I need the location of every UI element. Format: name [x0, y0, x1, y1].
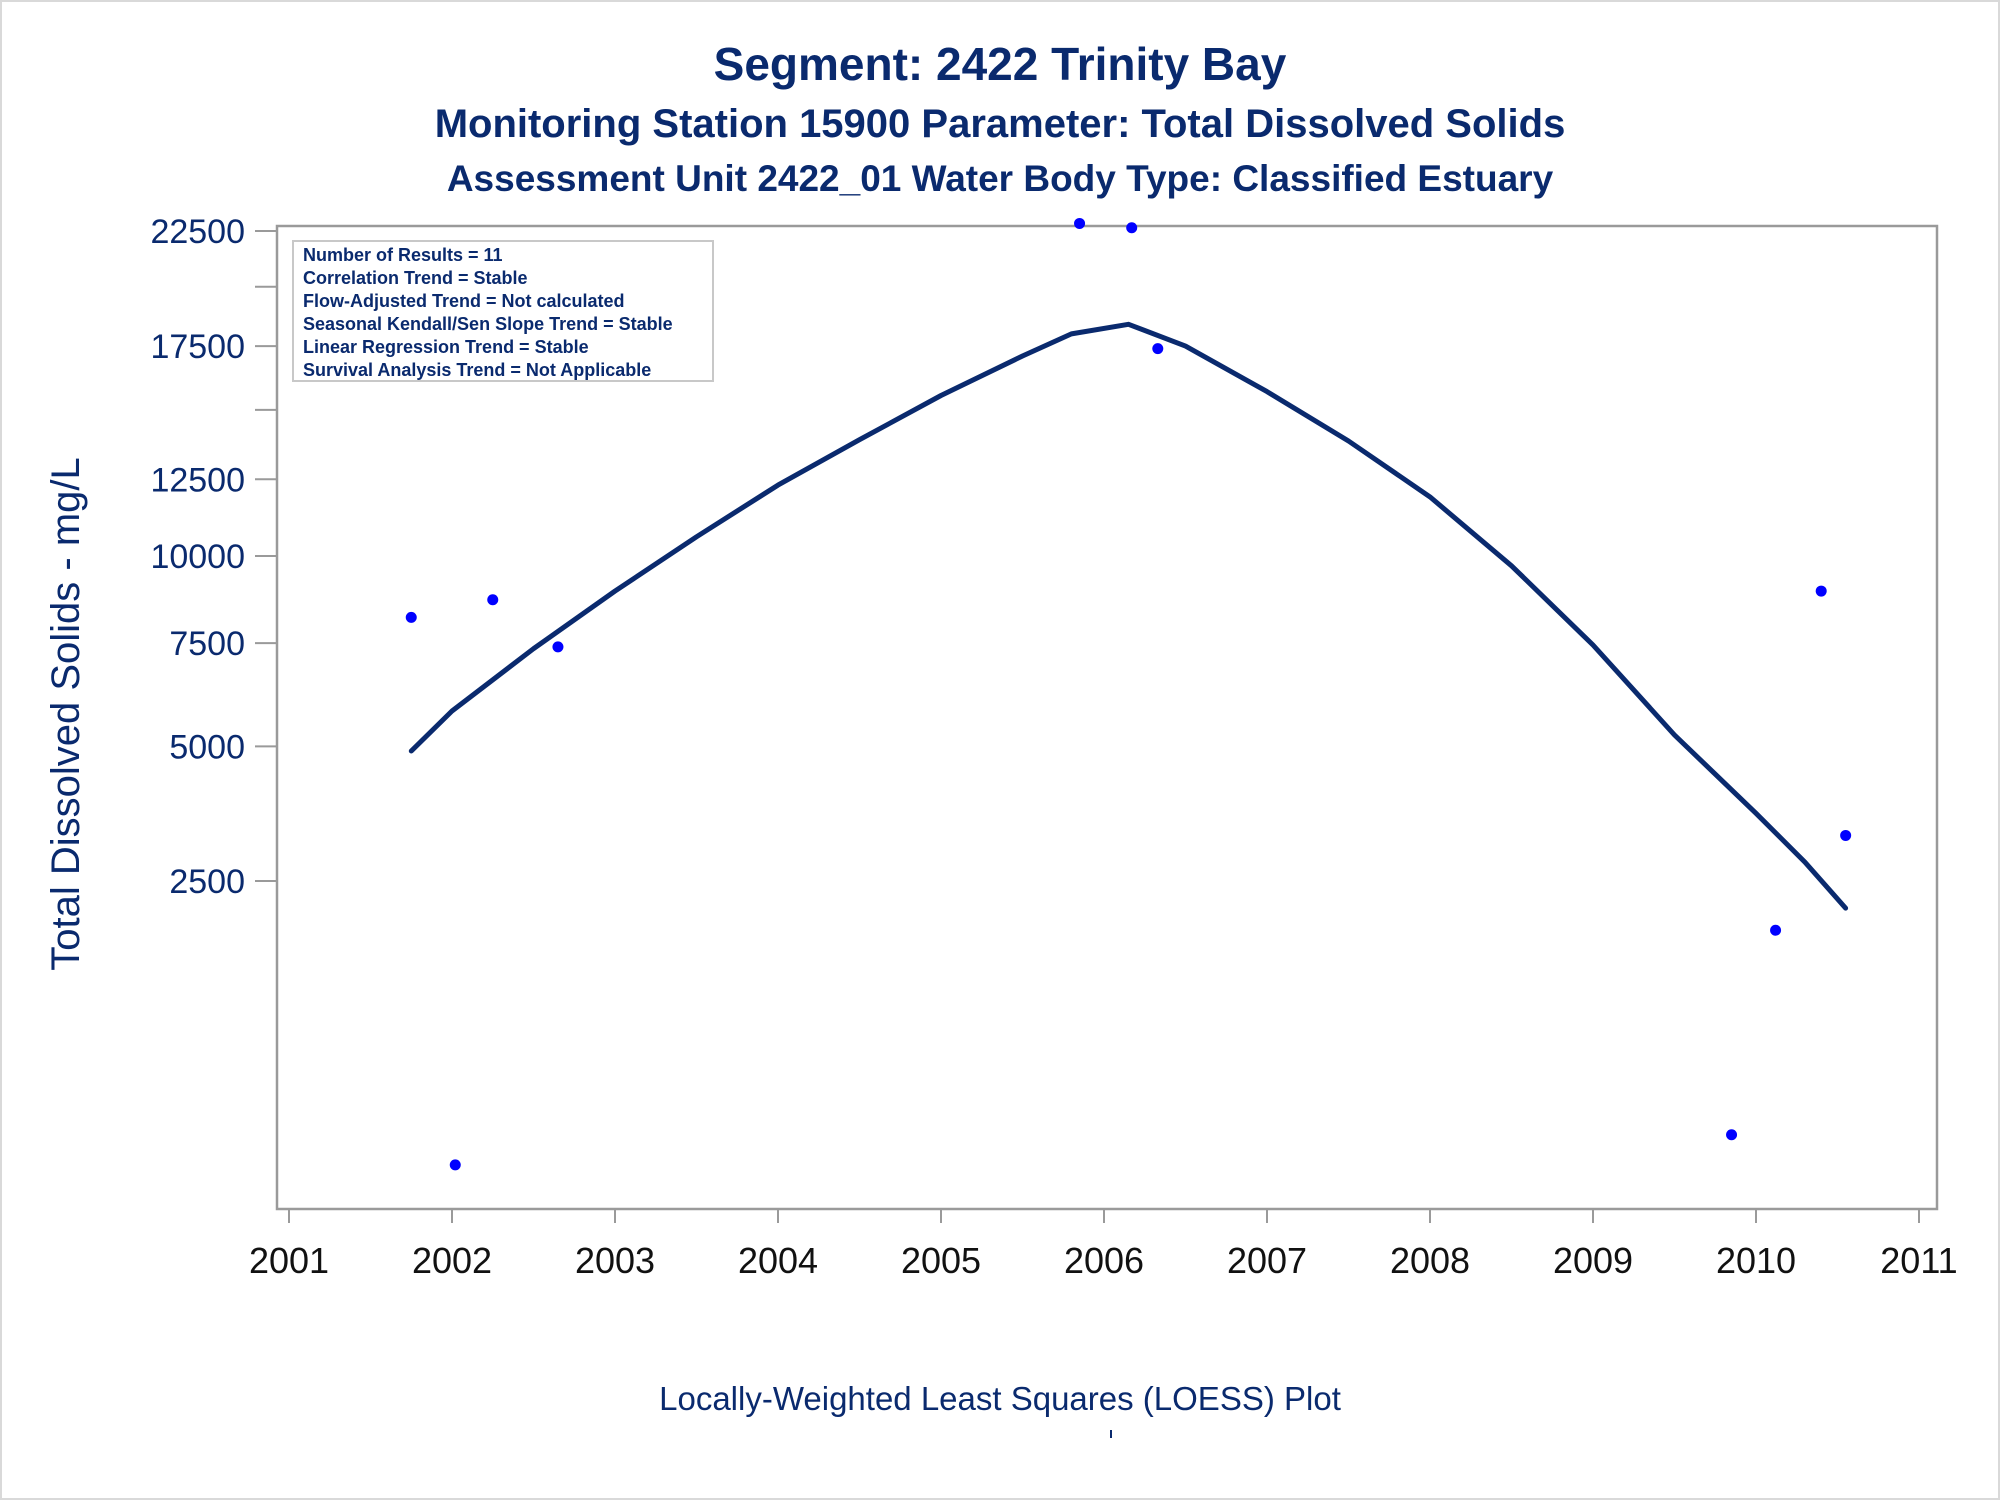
footnote-tick-mark: [1110, 1430, 1112, 1438]
stats-box-line: Linear Regression Trend = Stable: [303, 337, 589, 357]
data-point: [1074, 217, 1086, 229]
x-tick-label: 2011: [1880, 1240, 1957, 1281]
data-point: [1770, 924, 1782, 936]
data-point: [405, 611, 417, 623]
x-tick-label: 2002: [412, 1240, 492, 1281]
y-axis-label: Total Dissolved Solids - mg/L: [44, 457, 88, 971]
stats-box-line: Seasonal Kendall/Sen Slope Trend = Stabl…: [303, 314, 673, 334]
y-tick-label: 22500: [150, 213, 245, 251]
data-point: [1840, 829, 1852, 841]
stats-box-line: Flow-Adjusted Trend = Not calculated: [303, 291, 625, 311]
stats-box-line: Number of Results = 11: [303, 245, 503, 265]
x-tick-label: 2001: [249, 1240, 329, 1281]
data-point: [1726, 1129, 1738, 1141]
data-point: [1152, 343, 1164, 355]
data-point: [487, 594, 499, 606]
loess-trend-line: [408, 321, 1849, 911]
x-tick-label: 2005: [901, 1240, 981, 1281]
stats-box: [292, 240, 714, 382]
y-tick-label: 17500: [150, 328, 245, 366]
data-point: [552, 641, 564, 653]
y-tick-label: 12500: [150, 461, 245, 499]
y-tick-label: 2500: [169, 863, 245, 901]
chart-subtitle-2: Assessment Unit 2422_01 Water Body Type:…: [446, 158, 1554, 199]
stats-box-line: Survival Analysis Trend = Not Applicable: [303, 360, 651, 380]
y-tick-label: 10000: [150, 538, 245, 576]
x-tick-label: 2003: [575, 1240, 655, 1281]
chart-footnote: Locally-Weighted Least Squares (LOESS) P…: [659, 1380, 1341, 1417]
x-tick-label: 2008: [1390, 1240, 1470, 1281]
data-point: [1126, 222, 1138, 234]
chart-title: Segment: 2422 Trinity Bay: [713, 38, 1287, 90]
x-tick-label: 2006: [1064, 1240, 1144, 1281]
y-tick-label: 7500: [169, 625, 245, 663]
data-point: [449, 1159, 461, 1171]
x-tick-label: 2004: [738, 1240, 818, 1281]
x-tick-label: 2010: [1716, 1240, 1796, 1281]
chart-subtitle: Monitoring Station 15900 Parameter: Tota…: [434, 102, 1566, 146]
x-tick-label: 2009: [1553, 1240, 1633, 1281]
y-tick-label: 5000: [169, 728, 245, 766]
plot-area-border: [275, 224, 1939, 1211]
stats-box-line: Correlation Trend = Stable: [303, 268, 528, 288]
x-tick-label: 2007: [1227, 1240, 1307, 1281]
data-point: [1815, 585, 1827, 597]
